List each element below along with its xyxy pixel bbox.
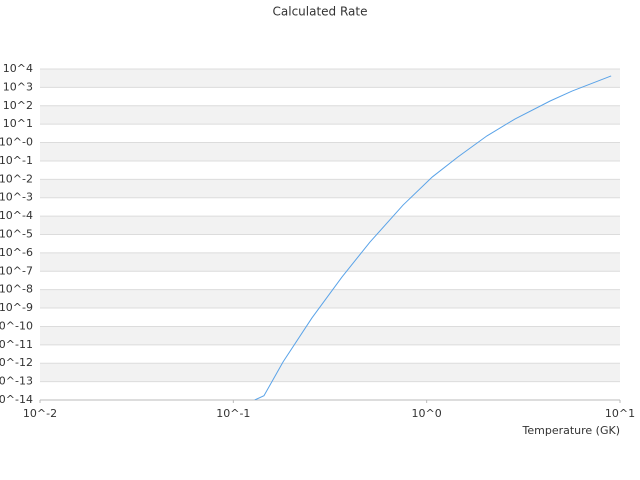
grid-band — [40, 271, 620, 290]
x-tick-label: 10^-2 — [23, 407, 57, 420]
y-tick-label: 10^4 — [3, 62, 33, 75]
y-tick-label: 10^-2 — [0, 172, 33, 185]
y-tick-label: 10^-3 — [0, 191, 33, 204]
grid-band — [40, 160, 620, 180]
data-line — [254, 75, 612, 400]
grid-band — [40, 363, 620, 382]
y-tick-label: 10^-9 — [0, 301, 33, 314]
y-tick-label: 10^-14 — [0, 393, 33, 406]
grid-band — [40, 124, 620, 143]
y-tick-label: 10^-4 — [0, 209, 33, 222]
grid-band — [40, 308, 620, 327]
grid-band — [40, 344, 620, 364]
x-axis-label: Temperature (GK) — [522, 424, 621, 437]
grid-band — [40, 216, 620, 235]
x-tick-label: 10^-1 — [216, 407, 250, 420]
y-tick-label: 10^-6 — [0, 246, 33, 259]
y-tick-label: 10^3 — [3, 80, 33, 93]
y-tick-label: 10^-10 — [0, 319, 33, 332]
y-tick-label: 10^1 — [3, 117, 33, 130]
grid-band — [40, 69, 620, 88]
grid-band — [40, 381, 620, 400]
y-tick-label: 10^-13 — [0, 375, 33, 388]
grid-band — [40, 105, 620, 125]
y-tick-label: 10^-8 — [0, 283, 33, 296]
y-tick-label: 10^-7 — [0, 264, 33, 277]
grid-band — [40, 289, 620, 309]
y-tick-label: 10^-11 — [0, 338, 33, 351]
y-tick-label: 10^2 — [3, 99, 33, 112]
y-tick-label: 10^-5 — [0, 228, 33, 241]
grid-band — [40, 197, 620, 217]
grid-band — [40, 142, 620, 161]
grid-band — [40, 87, 620, 106]
y-tick-label: 10^-12 — [0, 356, 33, 369]
grid-band — [40, 179, 620, 198]
x-tick-label: 10^1 — [605, 407, 635, 420]
grid-band — [40, 252, 620, 272]
chart-title: Calculated Rate — [273, 5, 368, 19]
grid-band — [40, 234, 620, 253]
grid-band — [40, 326, 620, 345]
y-tick-label: 10^-1 — [0, 154, 33, 167]
x-tick-label: 10^0 — [412, 407, 442, 420]
y-tick-label: 10^-0 — [0, 136, 33, 149]
